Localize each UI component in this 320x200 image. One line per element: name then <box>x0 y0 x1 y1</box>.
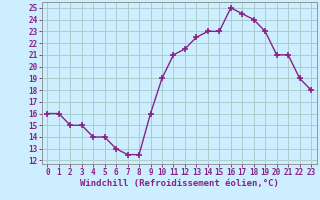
X-axis label: Windchill (Refroidissement éolien,°C): Windchill (Refroidissement éolien,°C) <box>80 179 279 188</box>
